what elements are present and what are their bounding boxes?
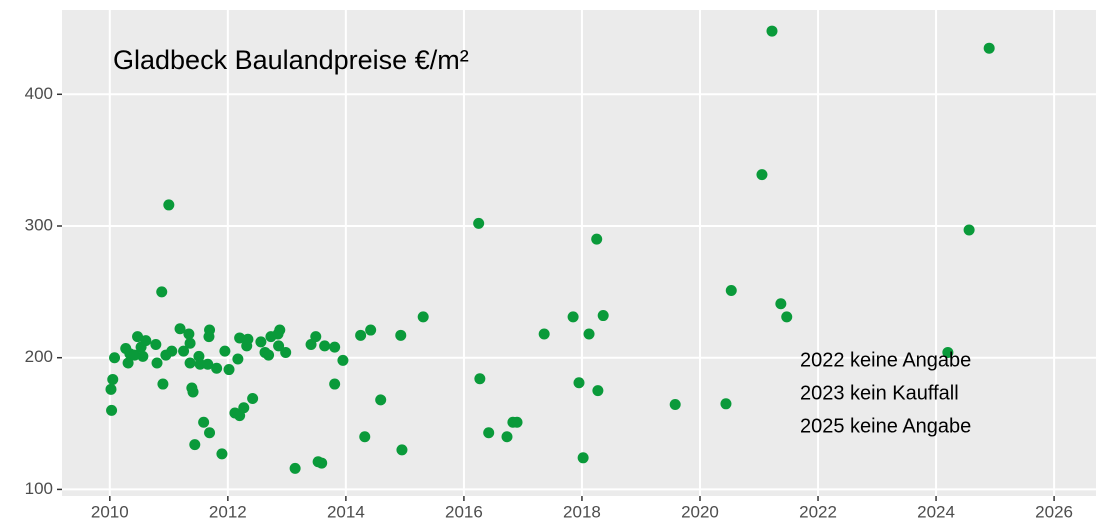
point	[329, 341, 341, 353]
x-tick-label: 2014	[327, 502, 365, 521]
y-tick-label: 200	[25, 347, 53, 366]
point	[163, 199, 175, 211]
annotation: 2023 kein Kauffall	[800, 382, 959, 404]
point	[756, 169, 768, 181]
point	[963, 224, 975, 236]
point	[129, 349, 141, 361]
x-tick-label: 2012	[209, 502, 247, 521]
point	[184, 337, 196, 349]
point	[204, 324, 216, 336]
point	[189, 439, 201, 451]
point	[592, 385, 604, 397]
point	[204, 427, 216, 439]
point	[174, 323, 186, 335]
point	[157, 378, 169, 390]
point	[289, 462, 301, 474]
point	[720, 398, 732, 410]
point	[202, 358, 214, 370]
point	[591, 233, 603, 245]
point	[511, 416, 523, 428]
x-tick-label: 2018	[563, 502, 601, 521]
point	[501, 431, 513, 443]
point	[178, 345, 190, 357]
point	[567, 311, 579, 323]
point	[107, 373, 119, 385]
point	[583, 328, 595, 340]
annotation: 2022 keine Angabe	[800, 349, 971, 371]
point	[132, 331, 144, 343]
point	[305, 339, 317, 351]
point	[216, 448, 228, 460]
y-tick-label: 400	[25, 84, 53, 103]
point	[194, 358, 206, 370]
x-tick-label: 2024	[917, 502, 955, 521]
point	[151, 357, 163, 369]
point	[106, 404, 118, 416]
chart-title: Gladbeck Baulandpreise €/m²	[113, 45, 469, 75]
point	[223, 364, 235, 376]
point	[242, 333, 254, 345]
point	[365, 324, 377, 336]
x-tick-label: 2026	[1035, 502, 1073, 521]
point	[109, 352, 121, 364]
point	[274, 324, 286, 336]
x-tick-label: 2010	[91, 502, 129, 521]
point	[669, 398, 681, 410]
y-tick-label: 100	[25, 479, 53, 498]
point	[198, 416, 210, 428]
point	[597, 310, 609, 322]
point	[273, 340, 285, 352]
point	[247, 393, 259, 405]
point	[232, 353, 244, 365]
point	[183, 328, 195, 340]
y-tick-label: 300	[25, 215, 53, 234]
point	[122, 357, 134, 369]
point	[280, 346, 292, 358]
point	[137, 350, 149, 362]
point	[166, 345, 178, 357]
point	[319, 340, 331, 352]
point	[150, 339, 162, 351]
point	[395, 329, 407, 341]
point	[942, 346, 954, 358]
point	[483, 427, 495, 439]
x-tick-label: 2016	[445, 502, 483, 521]
point	[355, 329, 367, 341]
point	[375, 394, 387, 406]
point	[396, 444, 408, 456]
x-tick-label: 2022	[799, 502, 837, 521]
x-tick-label: 2020	[681, 502, 719, 521]
point	[775, 298, 787, 310]
point	[310, 331, 322, 343]
point	[255, 336, 267, 348]
point	[359, 431, 371, 443]
annotation: 2025 keine Angabe	[800, 415, 971, 437]
point	[105, 383, 117, 395]
point	[337, 354, 349, 366]
point	[417, 311, 429, 323]
point	[766, 25, 778, 37]
point	[234, 332, 246, 344]
point	[781, 311, 793, 323]
point	[577, 452, 589, 464]
point	[573, 377, 585, 389]
point	[329, 378, 341, 390]
point	[473, 217, 485, 229]
point	[187, 386, 199, 398]
point	[211, 362, 223, 374]
point	[725, 285, 737, 297]
point	[184, 357, 196, 369]
point	[316, 457, 328, 469]
point	[156, 286, 168, 298]
point	[140, 335, 152, 347]
point	[219, 345, 231, 357]
point	[474, 373, 486, 385]
point	[538, 328, 550, 340]
point	[983, 42, 995, 54]
point	[238, 402, 250, 414]
point	[263, 349, 275, 361]
